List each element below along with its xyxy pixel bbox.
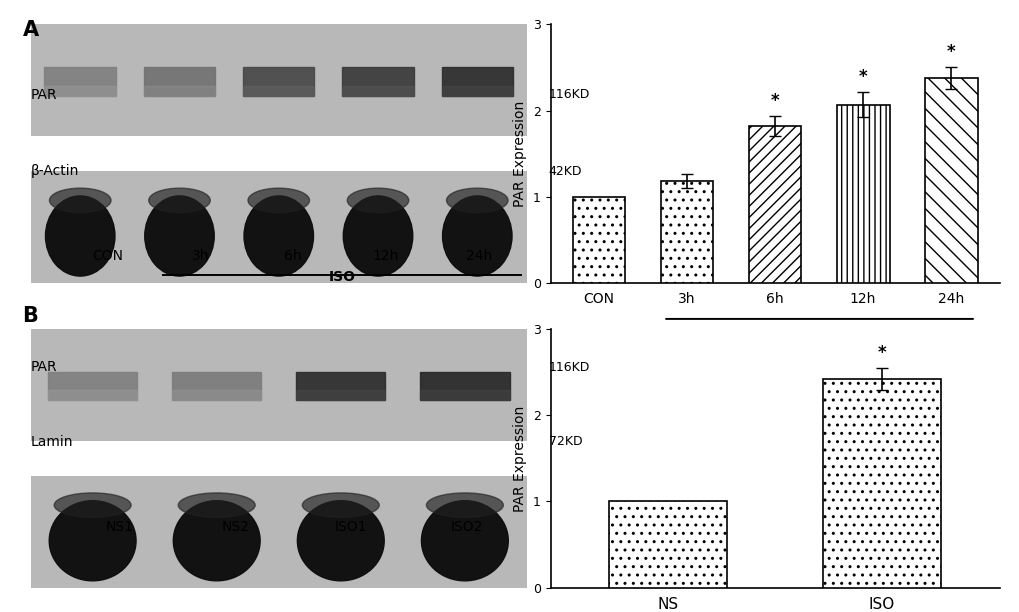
Text: *: * [876,344,886,362]
Y-axis label: PAR Expression: PAR Expression [513,405,527,512]
Bar [172,371,261,400]
Bar [420,371,510,400]
Text: Lamin: Lamin [31,435,73,449]
Text: NS1: NS1 [105,520,133,534]
Bar [608,501,727,588]
Text: 72KD: 72KD [548,435,582,449]
Ellipse shape [49,501,136,581]
Ellipse shape [346,188,409,212]
Bar [296,390,385,400]
Text: *: * [858,67,866,86]
Ellipse shape [446,188,507,212]
Ellipse shape [149,188,210,212]
Text: 116KD: 116KD [548,360,590,374]
Bar [660,181,712,283]
Bar [441,86,513,95]
Bar [48,371,138,400]
Ellipse shape [46,196,115,276]
Ellipse shape [442,196,512,276]
Bar [48,390,138,400]
Bar [924,78,976,283]
Text: 42KD: 42KD [548,165,582,178]
Bar [172,390,261,400]
Bar [45,86,116,95]
Ellipse shape [302,493,379,517]
Bar [144,67,215,95]
Ellipse shape [178,493,255,517]
Bar [836,105,889,283]
Text: PAR: PAR [31,88,57,102]
Bar [342,86,414,95]
Bar [342,67,414,95]
Text: 12h: 12h [373,248,398,263]
Text: ISO2: ISO2 [450,520,483,534]
Text: NS2: NS2 [221,520,249,534]
Bar [748,126,801,283]
Bar [296,371,385,400]
Text: ISO: ISO [328,270,356,284]
Bar [243,67,314,95]
Y-axis label: PAR Expression: PAR Expression [513,100,527,207]
Ellipse shape [298,501,384,581]
Ellipse shape [421,501,507,581]
Text: PAR: PAR [31,360,57,374]
Bar [441,67,513,95]
Text: ISO1: ISO1 [334,520,367,534]
Text: *: * [770,92,779,110]
Ellipse shape [426,493,502,517]
Text: 6h: 6h [284,248,302,263]
Bar [572,196,625,283]
Ellipse shape [49,188,111,212]
Text: Time of exposure to ISO: Time of exposure to ISO [739,340,898,353]
Text: β-Actin: β-Actin [31,165,78,178]
Bar [822,379,940,588]
Bar [420,390,510,400]
Ellipse shape [145,196,214,276]
Ellipse shape [54,493,131,517]
Text: B: B [22,306,39,326]
Text: 24h: 24h [466,248,491,263]
Text: 3h: 3h [192,248,209,263]
Ellipse shape [343,196,413,276]
Text: CON: CON [92,248,123,263]
Bar [45,67,116,95]
Text: *: * [946,43,955,61]
Ellipse shape [244,196,313,276]
Bar [144,86,215,95]
Ellipse shape [248,188,309,212]
Text: A: A [22,20,39,40]
Ellipse shape [173,501,260,581]
Text: 116KD: 116KD [548,88,590,102]
Bar [243,86,314,95]
